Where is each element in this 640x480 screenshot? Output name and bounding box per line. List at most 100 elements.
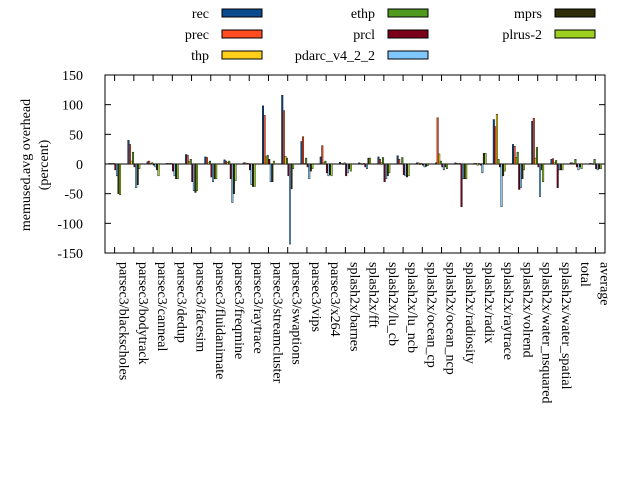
bar-ethp	[247, 163, 250, 165]
bar-thp	[553, 162, 556, 165]
bar-thp	[284, 156, 287, 165]
bar-prec	[571, 162, 574, 165]
bar-thp	[572, 163, 575, 165]
y-tick-label: 50	[69, 128, 83, 143]
bar-plrus-2	[349, 163, 352, 172]
bar-prec	[475, 163, 478, 165]
bar-ethp	[459, 163, 461, 165]
bar-prec	[359, 163, 362, 165]
bar-pdarc_v4_2_2	[289, 163, 291, 245]
y-tick-label: -50	[64, 188, 83, 203]
bar-prcl	[479, 163, 482, 166]
bar-thp	[438, 153, 441, 165]
bar-thp	[169, 163, 171, 165]
bar-prcl	[364, 163, 367, 168]
x-tick-label: splash2x/raytrace	[500, 262, 515, 360]
x-tick-label: splash2x/lu_ncb	[404, 262, 419, 353]
bar-mprs	[386, 163, 389, 177]
bar-thp	[130, 160, 133, 165]
x-tick-label: splash2x/water_spatial	[558, 262, 573, 390]
bar-rec	[300, 141, 303, 165]
bar-plrus-2	[292, 163, 295, 169]
bar-prcl	[460, 163, 463, 207]
bar-pdarc_v4_2_2	[269, 163, 272, 182]
bar-thp	[361, 163, 364, 165]
bar-rec	[223, 159, 226, 165]
bar-rec	[281, 94, 284, 165]
y-tick-label: 150	[62, 69, 83, 84]
bar-prec	[513, 145, 516, 165]
bar-prec	[186, 154, 189, 165]
bar-pdarc_v4_2_2	[115, 163, 118, 177]
bar-plrus-2	[176, 163, 179, 180]
bar-ethp	[420, 163, 423, 165]
bar-prec	[263, 115, 266, 165]
legend-label: mprs	[514, 7, 542, 22]
bar-mprs	[175, 163, 178, 180]
bar-plrus-2	[465, 163, 468, 180]
bar-plrus-2	[119, 163, 122, 196]
bar-plrus-2	[445, 163, 448, 169]
x-tick-label: splash2x/radix	[481, 262, 496, 344]
bar-ethp	[497, 159, 500, 165]
x-tick-label: parsec3/facesim	[193, 262, 208, 352]
bar-rec	[127, 140, 130, 165]
bar-plrus-2	[484, 153, 487, 165]
bar-plrus-2	[388, 163, 391, 174]
bar-pdarc_v4_2_2	[385, 163, 388, 180]
bar-plrus-2	[234, 163, 237, 181]
bar-prec	[494, 126, 497, 165]
legend-label: ethp	[351, 7, 375, 22]
bar-thp	[322, 162, 325, 165]
bar-mprs	[329, 163, 332, 175]
legend-swatch	[221, 8, 263, 18]
bar-prec	[244, 162, 247, 165]
bar-rec	[146, 161, 149, 165]
bar-ethp	[266, 154, 269, 165]
bar-ethp	[535, 147, 538, 165]
bar-prcl	[249, 163, 251, 171]
y-axis-label-line-1: memused.avg overhead	[19, 99, 34, 231]
bar-rec	[358, 162, 361, 165]
x-tick-label: parsec3/fluidanimate	[212, 262, 227, 379]
bar-rec	[569, 162, 572, 165]
bar-mprs	[309, 163, 312, 172]
bar-rec	[108, 163, 111, 165]
bar-pdarc_v4_2_2	[250, 163, 253, 185]
x-tick-label: parsec3/freqmine	[231, 262, 246, 359]
legend-label: thp	[191, 49, 209, 64]
bar-thp	[534, 157, 537, 165]
bar-plrus-2	[599, 163, 602, 169]
bar-pdarc_v4_2_2	[558, 163, 561, 171]
bar-thp	[380, 162, 383, 165]
bar-prec	[302, 136, 305, 165]
bar-ethp	[516, 151, 519, 165]
bar-prcl	[306, 163, 309, 168]
x-tick-label: parsec3/canneal	[154, 262, 169, 351]
bar-plrus-2	[253, 163, 256, 187]
bar-plrus-2	[580, 163, 583, 169]
bar-rec	[531, 121, 534, 165]
bar-plrus-2	[215, 163, 218, 180]
legend-swatch	[387, 29, 429, 39]
x-tick-label: splash2x/lu_cb	[385, 262, 400, 346]
bar-ethp	[324, 160, 327, 165]
bar-prcl	[191, 163, 194, 182]
bar-ethp	[228, 160, 231, 165]
bar-thp	[149, 163, 152, 165]
bar-prcl	[152, 163, 155, 166]
x-tick-label: parsec3/x264	[327, 262, 342, 337]
bar-mprs	[463, 163, 466, 180]
bar-mprs	[271, 163, 274, 182]
x-axis-ticks: parsec3/blackscholes parsec3/bodytrack par…	[114, 75, 611, 404]
x-tick-label: splash2x/water_nsquared	[539, 262, 554, 404]
bar-ethp	[132, 151, 135, 165]
bar-pdarc_v4_2_2	[500, 163, 503, 207]
bar-mprs	[521, 163, 524, 180]
y-axis-label: memused.avg overhead (percent)	[19, 99, 52, 231]
bar-ethp	[170, 163, 173, 165]
bar-mprs	[117, 163, 120, 194]
bar-mprs	[444, 163, 447, 168]
x-tick-label: parsec3/dedup	[173, 262, 188, 343]
